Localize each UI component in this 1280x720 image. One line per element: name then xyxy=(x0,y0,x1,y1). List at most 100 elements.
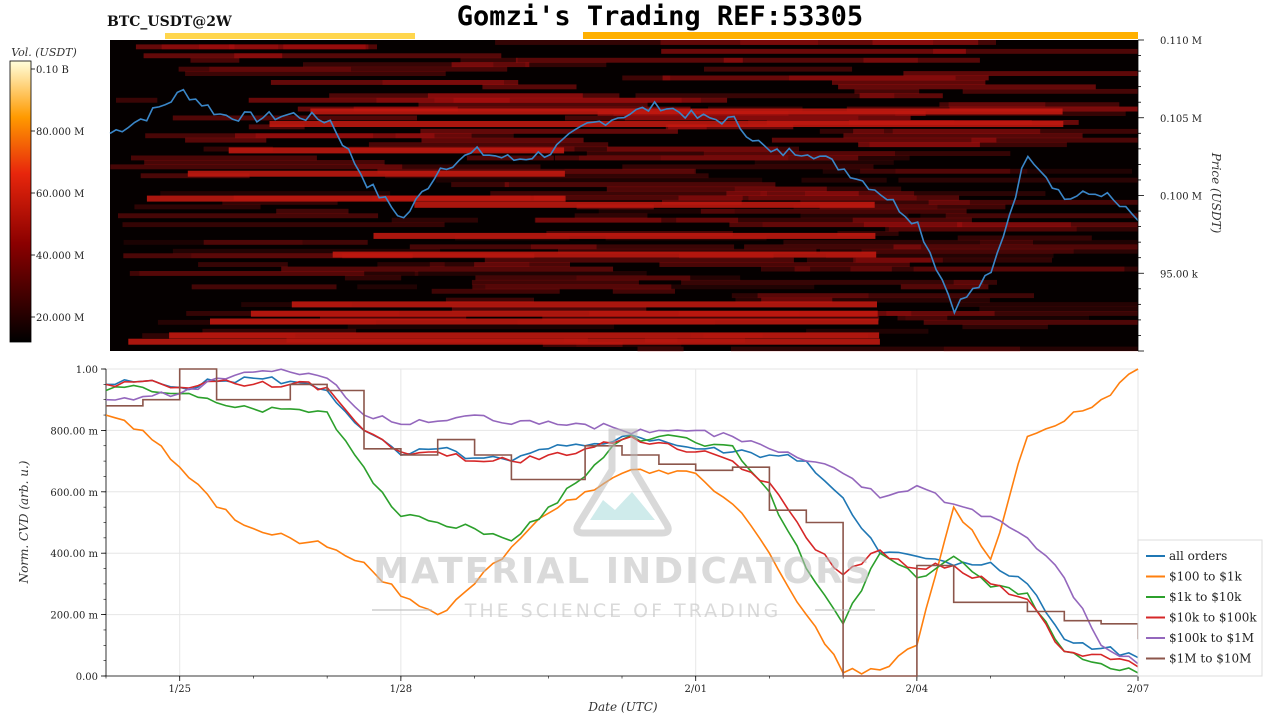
liquidity-cell xyxy=(939,102,1120,108)
liquidity-cell xyxy=(853,257,931,263)
liquidity-cell xyxy=(434,97,701,103)
liquidity-cell xyxy=(704,66,853,72)
liquidity-cell xyxy=(760,191,1046,196)
liquidity-cell xyxy=(391,217,478,223)
liquidity-cell xyxy=(928,199,1138,205)
liquidity-cell xyxy=(134,204,261,210)
liquidity-cell xyxy=(806,257,1052,263)
liquidity-cell xyxy=(515,57,743,63)
price-tick-label: 95.00 k xyxy=(1160,269,1199,280)
liquidity-cell xyxy=(681,279,984,285)
liquidity-cell xyxy=(854,88,920,94)
liquidity-cell xyxy=(586,151,895,156)
liquidity-cell xyxy=(826,253,1054,259)
liquidity-cell xyxy=(660,155,910,161)
liquidity-cell xyxy=(281,266,614,272)
liquidity-cell xyxy=(191,253,412,259)
liquidity-cell xyxy=(676,217,910,223)
liquidity-cell xyxy=(451,62,530,68)
legend-label: all orders xyxy=(1169,549,1227,563)
liquidity-cell xyxy=(122,222,445,228)
liquidity-cell xyxy=(957,235,1092,241)
liquidity-cell xyxy=(429,262,530,267)
liquidity-cell xyxy=(735,297,990,303)
chart-title: Gomzi's Trading REF:53305 xyxy=(457,1,863,32)
liquidity-cell xyxy=(530,244,735,250)
colorbar-tick-label: 80.000 M xyxy=(36,127,84,138)
legend-box xyxy=(1137,539,1263,677)
liquidity-cell xyxy=(783,239,1033,245)
liquidity-cell xyxy=(948,102,1046,108)
liquidity-cell xyxy=(661,48,966,54)
liquidity-cell xyxy=(659,262,910,267)
liquidity-cell xyxy=(248,97,510,103)
liquidity-cell xyxy=(453,97,728,103)
colorbar-label: Vol. (USDT) xyxy=(11,46,77,59)
liquidity-cell xyxy=(421,137,584,143)
price-axis: 0.110 M 0.105 M 0.100 M 95.00 k xyxy=(1137,36,1202,352)
liquidity-cell xyxy=(731,346,1020,352)
colorbar xyxy=(9,60,32,343)
liquidity-cell xyxy=(431,288,560,294)
liquidity-cell xyxy=(409,244,597,250)
liquidity-cell xyxy=(622,75,671,81)
liquidity-top-strip xyxy=(583,32,1138,39)
legend-label: $1k to $10k xyxy=(1169,590,1242,604)
liquidity-top-strip xyxy=(165,33,415,39)
liquidity-cell xyxy=(598,208,735,214)
liquidity-cell xyxy=(172,248,441,254)
heatmap-panel xyxy=(109,32,1139,352)
liquidity-cell xyxy=(885,226,1138,232)
liquidity-cell xyxy=(800,213,909,219)
liquidity-cell xyxy=(754,160,894,165)
liquidity-cell xyxy=(853,128,1041,134)
liquidity-cell xyxy=(789,75,956,81)
watermark-name: MATERIAL INDICATORS xyxy=(373,551,873,592)
cvd-axis-label: Norm. CVD (arb. u.) xyxy=(17,460,31,584)
liquidity-band xyxy=(228,147,565,154)
liquidity-cell xyxy=(832,80,986,85)
liquidity-cell xyxy=(723,57,980,63)
heatmap-background xyxy=(110,40,1138,351)
liquidity-cell xyxy=(418,102,648,108)
price-tick-label: 0.105 M xyxy=(1160,114,1202,125)
liquidity-cell xyxy=(843,133,1083,139)
liquidity-cell xyxy=(525,62,607,68)
liquidity-cell xyxy=(451,306,647,312)
liquidity-cell xyxy=(893,244,1138,250)
liquidity-cell xyxy=(790,311,995,316)
liquidity-cell xyxy=(472,284,672,290)
liquidity-cell xyxy=(838,84,1096,90)
legend-label: $1M to $10M xyxy=(1169,652,1251,666)
liquidity-cell xyxy=(395,133,514,139)
liquidity-cell xyxy=(320,315,467,321)
series-line xyxy=(105,379,1139,668)
liquidity-cell xyxy=(852,217,972,223)
liquidity-cell xyxy=(131,155,317,161)
y-tick-label: 200.00 m xyxy=(50,611,98,622)
liquidity-cell xyxy=(199,44,279,50)
liquidity-cell xyxy=(576,275,741,281)
colorbar-tick-label: 20.000 M xyxy=(36,313,84,324)
liquidity-cell xyxy=(414,271,647,276)
liquidity-cell xyxy=(118,213,379,219)
liquidity-cell xyxy=(819,204,1006,210)
liquidity-cell xyxy=(143,53,283,59)
price-line xyxy=(109,88,1139,316)
liquidity-cell xyxy=(943,346,1138,352)
price-axis-label: Price (USDT) xyxy=(1209,152,1223,234)
liquidity-cell xyxy=(624,115,911,121)
liquidity-band xyxy=(373,232,876,239)
liquidity-cell xyxy=(800,199,970,205)
x-tick-label: 1/25 xyxy=(168,684,190,695)
liquidity-cell xyxy=(564,168,695,174)
liquidity-cell xyxy=(139,271,419,276)
liquidity-cell xyxy=(622,164,874,170)
liquidity-cell xyxy=(160,191,391,196)
liquidity-cell xyxy=(482,84,577,90)
liquidity-cell xyxy=(420,128,678,134)
liquidity-cell xyxy=(116,97,158,103)
liquidity-cell xyxy=(662,75,989,81)
liquidity-cell xyxy=(382,80,504,85)
liquidity-cell xyxy=(858,142,980,148)
